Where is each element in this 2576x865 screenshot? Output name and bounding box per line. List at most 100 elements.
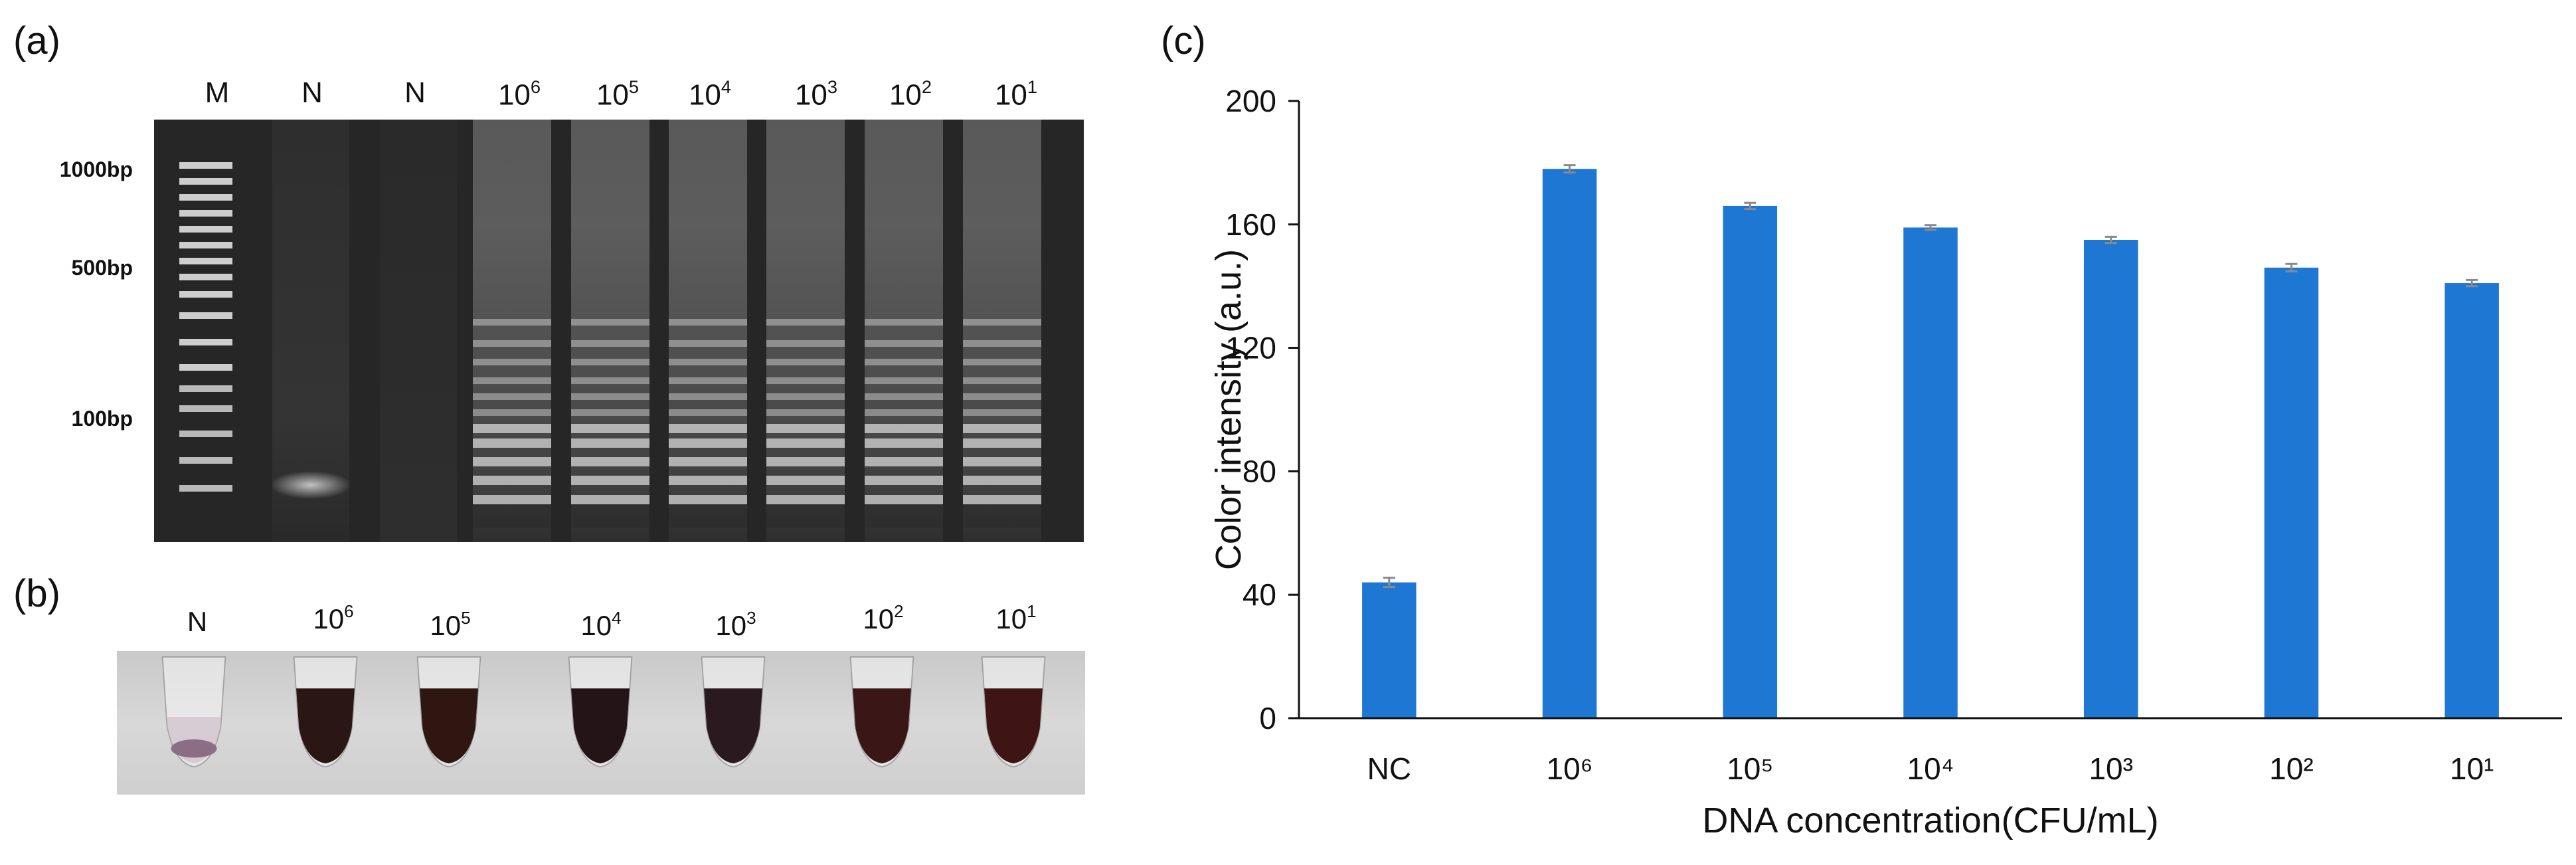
amplicon-band [766,319,845,326]
panel-a-label: (a) [13,19,60,62]
ladder-band [179,258,232,264]
ladder-band [179,339,232,345]
amplicon-band [766,340,845,347]
lane-bottom-shadow [669,505,747,528]
amplicon-band [865,340,943,347]
tube-label-0: N [187,606,208,637]
ladder-band [179,312,232,319]
lane-label-2: N [404,76,426,109]
bar [2445,283,2499,718]
amplicon-band [669,457,747,466]
x-axis-ticks: NC 10⁶ 10⁵ 10⁴ 10³ 10² 10¹ [1367,751,2494,786]
x-tick-label: 10⁴ [1907,751,1954,786]
bar [1723,205,1778,718]
amplicon-band [473,340,551,347]
lane-bottom-shadow [865,505,943,528]
amplicon-band [766,359,845,365]
amplicon-band [963,359,1041,365]
amplicon-band [473,424,551,433]
colorimetric-tubes-photo [117,651,1085,795]
tube-6 [981,656,1046,768]
amplicon-band [865,438,943,448]
gel-electrophoresis-image [154,120,1084,542]
tube-5 [849,656,914,768]
amplicon-band [571,340,649,347]
amplicon-band [571,438,649,448]
y-tick-label: 120 [1225,331,1276,365]
tube-0 [161,656,226,768]
amplicon-band [963,377,1041,384]
amplicon-band [865,409,943,416]
amplicon-band [963,438,1041,448]
tube-label-4: 103 [715,608,756,641]
amplicon-band [963,319,1041,326]
gel-lane-sample-2 [669,120,747,542]
amplicon-band [766,377,845,384]
y-tick-label: 80 [1243,454,1276,488]
y-tick-label: 40 [1243,577,1276,612]
amplicon-band [571,359,649,365]
lane-label-4: 105 [596,76,640,112]
amplicon-band [865,424,943,433]
ladder-band [179,485,232,492]
lane-bottom-shadow [963,505,1041,528]
tube-label-3: 104 [580,608,622,641]
bar-chart: 0 40 80 120 160 200 NC 10⁶ 10⁵ 10⁴ 10³ 10² 10¹ DNA … [1209,84,2562,840]
gel-lane-marker [179,120,232,542]
amplicon-band [571,393,649,400]
ladder-label-1000bp: 1000bp [59,157,133,181]
amplicon-band [865,457,943,466]
ladder-band [179,194,232,201]
y-tick-label: 0 [1259,701,1276,735]
tube-label-2: 105 [430,608,471,641]
tube-1 [293,656,358,768]
ladder-band [179,431,232,437]
amplicon-band [473,319,551,326]
amplicon-band [669,319,747,326]
panel-b-label: (b) [13,572,60,615]
amplicon-band [473,377,551,384]
lane-label-8: 101 [994,76,1038,112]
bar [1903,227,1958,718]
gel-lane-negative-2 [380,120,457,542]
amplicon-band [963,476,1041,485]
ladder-label-100bp: 100bp [71,407,133,431]
amplicon-band [473,393,551,400]
amplicon-band [766,457,845,466]
amplicon-band [669,476,747,485]
amplicon-band [669,359,747,365]
tube-4 [701,656,766,768]
primer-dimer-band [272,472,349,498]
x-tick-label: 10¹ [2450,751,2494,786]
ladder-band [179,178,232,185]
bars [1362,164,2499,719]
amplicon-band [865,359,943,365]
bar [2264,267,2319,719]
ladder-band [179,457,232,464]
lane-bottom-shadow [473,505,551,528]
amplicon-band [766,393,845,400]
amplicon-band [766,438,845,448]
lane-label-5: 104 [688,76,732,112]
lane-bottom-shadow [571,505,649,528]
lane-label-6: 103 [794,76,838,112]
amplicon-band [473,409,551,416]
amplicon-band [963,424,1041,433]
x-tick-label: 10⁵ [1727,751,1773,786]
ladder-band [179,226,232,233]
amplicon-band [963,457,1041,466]
ladder-band [179,274,232,280]
amplicon-band [571,495,649,504]
y-tick-label: 200 [1225,84,1276,118]
gel-lane-sample-1 [571,120,649,542]
gel-lane-sample-4 [865,120,943,542]
gel-lane-sample-5 [963,120,1041,542]
tube-label-6: 101 [995,601,1037,634]
amplicon-band [473,495,551,504]
gel-lane-negative-1 [272,120,349,542]
amplicon-band [865,495,943,504]
amplicon-band [571,476,649,485]
amplicon-band [669,438,747,448]
amplicon-band [473,438,551,448]
x-tick-label: 10² [2269,751,2313,786]
